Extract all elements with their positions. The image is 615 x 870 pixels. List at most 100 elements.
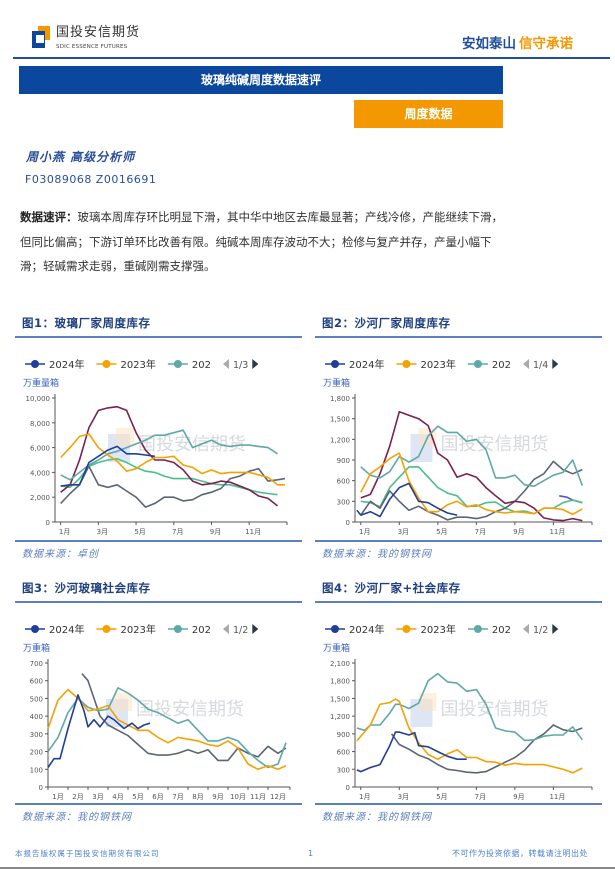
legend-item[interactable]: 2023年 xyxy=(396,623,456,636)
legend-item[interactable]: 2024年 xyxy=(25,358,84,371)
legend-label: 2023年 xyxy=(120,358,155,371)
legend-item[interactable]: 2023年 xyxy=(96,623,156,636)
legend-next-icon[interactable] xyxy=(552,359,559,369)
legend-label: 2024年 xyxy=(349,623,384,636)
y-tick-label: 1,800 xyxy=(330,678,350,686)
y-axis-unit: 万重箱 xyxy=(23,642,50,654)
legend-marker xyxy=(331,360,339,368)
x-tick-label: 1月 xyxy=(359,793,370,801)
series-line-2023年 xyxy=(47,688,287,771)
series-line-2023年 xyxy=(356,698,583,774)
x-tick-label: 5月 xyxy=(436,793,447,801)
legend-item[interactable]: 2023年 xyxy=(96,358,156,371)
slogan: 安如泰山 信守承诺 xyxy=(462,36,573,52)
x-tick-label: 3月 xyxy=(398,528,409,536)
x-tick-label: 3月 xyxy=(92,793,103,801)
watermark: 国投安信期货 xyxy=(441,699,549,720)
legend-next-icon[interactable] xyxy=(552,624,559,634)
legend-label: 202 xyxy=(192,360,211,371)
x-tick-label: 7月 xyxy=(172,793,183,801)
y-tick-label: 500 xyxy=(30,695,43,703)
y-tick-label: 900 xyxy=(337,731,350,739)
legend-item[interactable]: 2024年 xyxy=(325,623,384,636)
chart-title-rule xyxy=(315,336,602,338)
chart-source: 数据来源：我的钢铁网 xyxy=(322,812,432,823)
series-line-202 xyxy=(356,672,583,742)
x-tick-label: 1月 xyxy=(359,528,370,536)
y-tick-label: 4,000 xyxy=(30,469,50,477)
chart-title: 图4：沙河厂家+社会库存 xyxy=(322,581,461,595)
commentary-label: 数据速评： xyxy=(20,210,78,224)
legend-prev-icon[interactable] xyxy=(223,359,229,369)
y-tick-label: 100 xyxy=(30,766,43,774)
y-tick-label: 0 xyxy=(346,784,350,792)
y-axis-unit: 万重箱 xyxy=(323,377,350,389)
series-line-unlabeled-4 xyxy=(360,460,583,521)
x-tick-label: 7月 xyxy=(475,793,486,801)
x-tick-label: 11月 xyxy=(549,793,565,801)
x-tick-label: 9月 xyxy=(513,528,524,536)
x-tick-label: 9月 xyxy=(212,793,223,801)
chart-title-rule xyxy=(315,601,602,603)
legend-prev-icon[interactable] xyxy=(223,624,229,634)
legend-item[interactable]: 202 xyxy=(467,360,511,371)
legend-pager: 1/3 xyxy=(233,360,248,371)
x-tick-label: 8月 xyxy=(192,793,203,801)
legend-item[interactable]: 2023年 xyxy=(396,358,456,371)
legend-item[interactable]: 202 xyxy=(167,625,211,636)
x-tick-label: 5月 xyxy=(436,528,447,536)
x-tick-label: 3月 xyxy=(398,793,409,801)
legend-item[interactable]: 202 xyxy=(167,360,211,371)
chart-source: 数据来源：卓创 xyxy=(22,549,99,560)
footer-divider xyxy=(0,867,615,869)
x-tick-label: 4月 xyxy=(112,793,123,801)
legend-prev-icon[interactable] xyxy=(523,359,529,369)
chart-source: 数据来源：我的钢铁网 xyxy=(22,812,132,823)
legend-item[interactable]: 202 xyxy=(467,625,511,636)
y-tick-label: 300 xyxy=(30,731,43,739)
y-tick-label: 700 xyxy=(30,660,43,668)
legend-next-icon[interactable] xyxy=(252,624,259,634)
company-name-en: SDIC ESSENCE FUTURES xyxy=(56,44,128,50)
y-tick-label: 2,000 xyxy=(30,494,50,502)
series-line-unlabeled-3 xyxy=(390,724,583,774)
y-tick-label: 600 xyxy=(337,478,350,486)
y-tick-label: 0 xyxy=(46,519,50,527)
legend-item[interactable]: 2024年 xyxy=(325,358,384,371)
series-line-202 xyxy=(47,687,287,769)
series-line-2024年 xyxy=(60,445,156,487)
report-type-tag: 周度数据 xyxy=(354,100,503,128)
legend-item[interactable]: 2024年 xyxy=(25,623,84,636)
x-tick-label: 5月 xyxy=(132,793,143,801)
chart-title: 图3：沙河玻璃社会库存 xyxy=(22,581,151,595)
legend-marker xyxy=(331,625,339,633)
y-tick-label: 300 xyxy=(337,498,350,506)
chart-bottom-rule xyxy=(15,540,302,542)
company-name: 国投安信期货 xyxy=(56,25,141,40)
y-tick-label: 1,200 xyxy=(330,436,350,444)
slogan-part-1: 安如泰山 xyxy=(462,36,516,52)
series-line-2024年 xyxy=(47,694,151,768)
y-axis-unit: 万重量箱 xyxy=(23,377,59,389)
legend-next-icon[interactable] xyxy=(252,359,259,369)
y-tick-label: 600 xyxy=(337,749,350,757)
watermark: 国投安信期货 xyxy=(136,699,244,720)
header-divider xyxy=(13,57,610,59)
legend-label: 202 xyxy=(492,625,511,636)
x-tick-label: 7月 xyxy=(172,528,183,536)
legend-label: 2023年 xyxy=(120,623,155,636)
legend-pager: 1/4 xyxy=(533,360,548,371)
y-tick-label: 0 xyxy=(346,519,350,527)
analyst-name: 周小燕 高级分析师 xyxy=(26,150,136,164)
y-tick-label: 900 xyxy=(337,457,350,465)
x-tick-label: 3月 xyxy=(97,528,108,536)
chart-bottom-rule xyxy=(315,540,602,542)
legend-prev-icon[interactable] xyxy=(523,624,529,634)
legend-marker xyxy=(31,360,39,368)
x-tick-label: 7月 xyxy=(475,528,486,536)
watermark-logo-icon xyxy=(114,693,132,711)
series-line-2023年 xyxy=(360,452,583,516)
series-line-2024年 xyxy=(356,731,467,773)
